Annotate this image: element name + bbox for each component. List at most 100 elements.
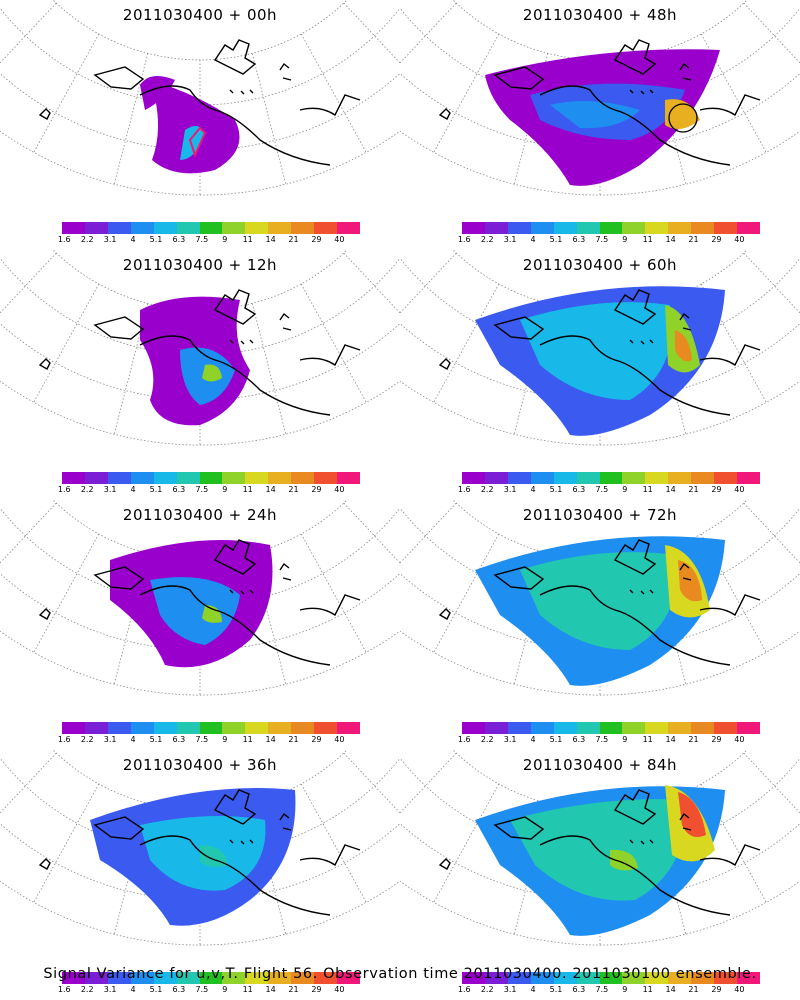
colorbar-tick-label: 1.6	[457, 735, 471, 744]
colorbar-swatch	[484, 972, 508, 984]
map-panel-36h: 2011030400 + 36h 1.6 2.2 3.1 4 5.1 6.3 7.5 9 11 1…	[0, 750, 400, 1000]
colorbar-swatch	[737, 472, 760, 484]
variance-field	[475, 536, 725, 686]
colorbar-swatch	[107, 222, 131, 234]
colorbar-tick-label: 1.6	[57, 485, 71, 494]
forecast-map	[400, 500, 800, 696]
colorbar-tick-label: 14	[265, 485, 276, 494]
colorbar-swatch	[462, 722, 485, 734]
colorbar-swatch	[553, 222, 577, 234]
colorbar-tick-label: 1.6	[57, 235, 71, 244]
colorbar-swatch	[507, 972, 531, 984]
colorbar-tick-label: 6.3	[572, 735, 586, 744]
colorbar-tick-label: 9	[622, 485, 628, 494]
colorbar-tick-label: 7.5	[195, 985, 209, 994]
colorbar-tick-label: 2.2	[480, 985, 494, 994]
colorbar-swatch	[130, 222, 154, 234]
colorbar-swatch	[691, 972, 715, 984]
colorbar-swatch	[462, 472, 485, 484]
colorbar-tick-label: 9	[622, 985, 628, 994]
colorbar-swatch	[714, 722, 738, 734]
colorbar-tick-label: 21	[288, 235, 299, 244]
colorbar	[462, 722, 760, 734]
colorbar	[462, 222, 760, 234]
colorbar	[62, 972, 360, 984]
colorbar-swatch	[153, 472, 177, 484]
colorbar-tick-label: 11	[642, 235, 653, 244]
colorbar-tick-label: 21	[288, 985, 299, 994]
colorbar-swatch	[153, 722, 177, 734]
colorbar-swatch	[691, 722, 715, 734]
colorbar-tick-label: 21	[688, 735, 699, 744]
colorbar-tick-label: 2.2	[80, 235, 94, 244]
colorbar-swatch	[668, 472, 692, 484]
colorbar-tick-label: 1.6	[57, 735, 71, 744]
colorbar-swatch	[199, 222, 223, 234]
colorbar-swatch	[691, 472, 715, 484]
colorbar-swatch	[84, 222, 108, 234]
colorbar-tick-label: 14	[265, 735, 276, 744]
colorbar-tick-label: 14	[665, 985, 676, 994]
colorbar-tick-label: 2.2	[480, 735, 494, 744]
colorbar-swatch	[484, 472, 508, 484]
colorbar-swatch	[291, 722, 315, 734]
colorbar-swatch	[62, 222, 85, 234]
colorbar-tick-label: 7.5	[595, 485, 609, 494]
colorbar-tick-label: 29	[311, 985, 322, 994]
colorbar-swatch	[576, 472, 600, 484]
colorbar-swatch	[245, 472, 269, 484]
colorbar-tick-label: 7.5	[595, 735, 609, 744]
colorbar-swatch	[553, 722, 577, 734]
coastlines	[38, 539, 361, 666]
colorbar-swatch	[484, 222, 508, 234]
variance-field	[90, 788, 296, 926]
colorbar	[462, 972, 760, 984]
colorbar-labels: 1.6 2.2 3.1 4 5.1 6.3 7.5 9 11 14 21 29 40	[458, 735, 760, 745]
figure-caption: Signal Variance for u,v,T. Flight 56. Ob…	[43, 966, 757, 982]
map-panel-24h: 2011030400 + 24h 1.6 2.2 3.1 4 5.1 6.3 7.5 9 11 1…	[0, 500, 400, 750]
colorbar-swatch	[668, 972, 692, 984]
colorbar-tick-label: 1.6	[57, 985, 71, 994]
colorbar-swatch	[622, 972, 646, 984]
colorbar-swatch	[84, 972, 108, 984]
colorbar-swatch	[507, 722, 531, 734]
colorbar-tick-label: 7.5	[595, 235, 609, 244]
colorbar-tick-label: 9	[222, 235, 228, 244]
colorbar-swatch	[622, 722, 646, 734]
colorbar-tick-label: 5.1	[549, 235, 563, 244]
colorbar-swatch	[714, 472, 738, 484]
colorbar-tick-label: 1.6	[457, 485, 471, 494]
colorbar-tick-label: 5.1	[549, 735, 563, 744]
coastlines	[38, 39, 361, 166]
panel-title: 2011030400 + 60h	[522, 256, 678, 274]
colorbar-tick-label: 40	[334, 485, 345, 494]
map-panel-60h: 2011030400 + 60h 1.6 2.2 3.1 4 5.1 6.3 7.5 9 11 1…	[400, 250, 800, 500]
forecast-map	[0, 500, 400, 696]
colorbar-swatch	[107, 472, 131, 484]
colorbar-swatch	[84, 472, 108, 484]
forecast-map	[400, 0, 800, 196]
colorbar-tick-label: 7.5	[195, 485, 209, 494]
colorbar-swatch	[222, 222, 246, 234]
colorbar-swatch	[107, 722, 131, 734]
colorbar-swatch	[530, 222, 554, 234]
colorbar-tick-label: 4	[530, 735, 536, 744]
colorbar-tick-label: 29	[311, 735, 322, 744]
colorbar-tick-label: 4	[530, 235, 536, 244]
colorbar-swatch	[599, 972, 623, 984]
colorbar-tick-label: 11	[642, 985, 653, 994]
colorbar-swatch	[337, 972, 360, 984]
colorbar-swatch	[645, 972, 669, 984]
colorbar-swatch	[530, 722, 554, 734]
colorbar-tick-label: 4	[130, 735, 136, 744]
colorbar-swatch	[130, 722, 154, 734]
colorbar-swatch	[314, 972, 338, 984]
colorbar-tick-label: 1.6	[457, 235, 471, 244]
colorbar-swatch	[462, 972, 485, 984]
colorbar-tick-label: 29	[711, 985, 722, 994]
colorbar-tick-label: 14	[665, 485, 676, 494]
colorbar-swatch	[645, 722, 669, 734]
panel-title: 2011030400 + 84h	[522, 756, 678, 774]
panel-title: 2011030400 + 00h	[122, 6, 278, 24]
colorbar-swatch	[153, 222, 177, 234]
